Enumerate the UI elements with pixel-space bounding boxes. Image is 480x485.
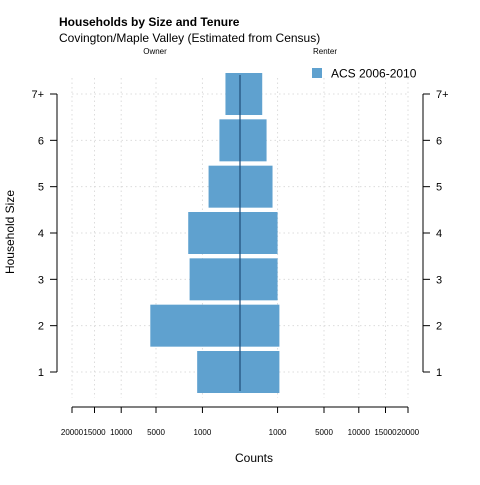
y-tick-label-left: 1 [38,367,44,379]
x-tick-label-left: 5000 [147,428,165,437]
owner-bar [197,351,240,393]
owner-bar [188,212,240,254]
y-tick-label-right: 7+ [436,89,449,101]
y-tick-label-left: 2 [38,321,44,333]
x-tick-label-left: 1000 [194,428,212,437]
x-tick-label-right: 5000 [315,428,333,437]
owner-bar [219,119,240,162]
chart-subtitle: Covington/Maple Valley (Estimated from C… [59,31,320,45]
owner-group-label: Owner [143,47,167,56]
x-axis-title: Counts [235,451,273,465]
renter-bar [240,304,280,347]
y-axis-title: Household Size [3,190,17,274]
x-tick-label-left: 10000 [110,428,133,437]
y-tick-label-right: 4 [436,228,442,240]
owner-bar [189,258,240,301]
y-tick-label-left: 5 [38,182,44,194]
x-tick-label-right: 15000 [374,428,397,437]
x-tick-label-right: 20000 [397,428,420,437]
y-tick-label-left: 7+ [31,89,44,101]
owner-bar [150,304,240,347]
y-tick-label-right: 1 [436,367,442,379]
owner-bar [225,73,240,115]
x-tick-label-left: 15000 [83,428,106,437]
renter-bar [240,165,273,208]
y-tick-label-right: 6 [436,135,442,147]
renter-bar [240,73,263,115]
legend: ACS 2006-2010 [312,67,417,81]
y-tick-label-left: 6 [38,135,44,147]
y-tick-label-left: 4 [38,228,44,240]
x-tick-label-left: 20000 [61,428,84,437]
renter-bar [240,119,267,162]
legend-swatch [312,68,322,78]
axis-layer: 1 12 23 34 45 56 67+ 7+20000 15000 10000 5000 1000 1… [31,89,448,437]
y-tick-label-left: 3 [38,274,44,286]
renter-bar [240,351,280,393]
chart-title: Households by Size and Tenure [59,15,240,29]
bar-layer [150,73,280,393]
x-tick-label-right: 1000 [269,428,287,437]
x-tick-label-right: 10000 [348,428,371,437]
renter-group-label: Renter [313,47,337,56]
y-tick-label-right: 3 [436,274,442,286]
y-tick-label-right: 2 [436,321,442,333]
legend-label: ACS 2006-2010 [331,67,417,81]
renter-bar [240,212,278,254]
renter-bar [240,258,278,301]
owner-bar [208,165,240,208]
y-tick-label-right: 5 [436,182,442,194]
